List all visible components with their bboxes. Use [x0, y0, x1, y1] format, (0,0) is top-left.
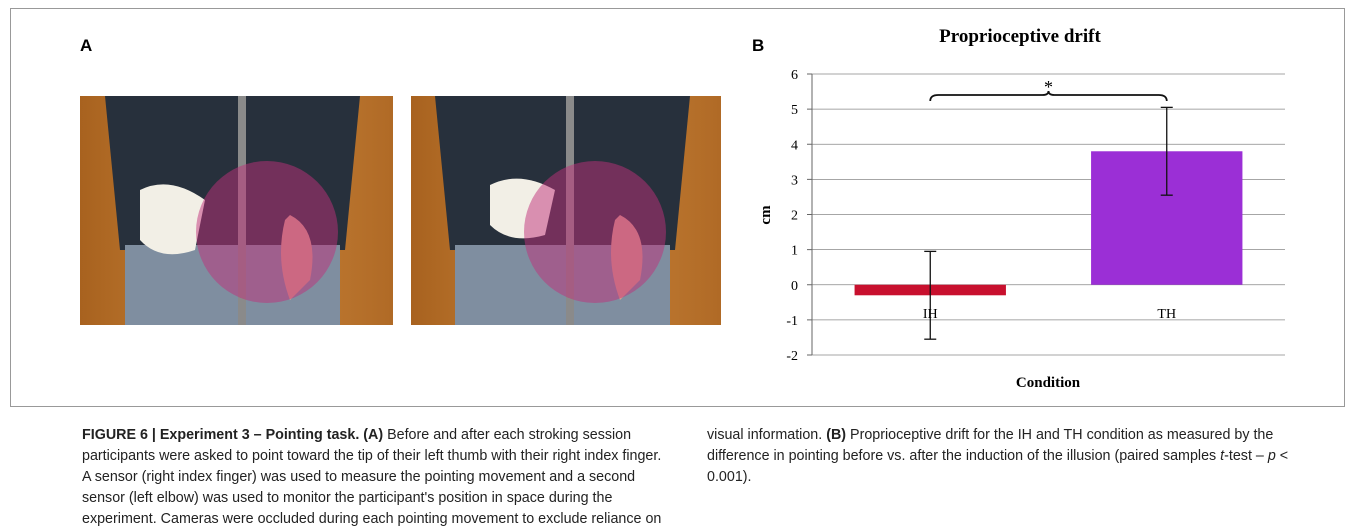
- figure: A B Proprioceptive drift cm Condition -2…: [10, 8, 1345, 407]
- bar-chart: B Proprioceptive drift cm Condition: [752, 26, 1101, 391]
- significance-marker: *: [1044, 77, 1053, 97]
- y-tick-label: -1: [786, 314, 798, 329]
- figure-frame: [10, 8, 1345, 407]
- y-tick-label: 1: [791, 244, 798, 259]
- photo: [411, 96, 721, 325]
- y-tick-label: 2: [791, 209, 798, 224]
- y-tick-label: 3: [791, 173, 798, 188]
- caption-text: < 0.001).: [707, 448, 1289, 485]
- y-tick-label: -2: [786, 349, 798, 364]
- caption-text: -test –: [1224, 448, 1268, 464]
- caption-text: p: [1267, 448, 1276, 464]
- figure-caption: FIGURE 6 | Experiment 3 – Pointing task.…: [82, 425, 1292, 531]
- caption-text: Before and after each stroking session p…: [82, 427, 827, 527]
- y-tick-label: 5: [791, 103, 798, 118]
- photo: [80, 96, 393, 325]
- caption-text: (B): [826, 427, 847, 443]
- y-tick-label: 0: [791, 279, 798, 294]
- panel-label: B: [752, 36, 764, 55]
- y-tick-label: 4: [791, 138, 798, 153]
- caption-text: FIGURE 6 | Experiment 3 – Pointing task.…: [82, 427, 384, 443]
- panel-label: A: [80, 36, 92, 55]
- y-axis-label: cm: [758, 205, 774, 225]
- x-tick-label: TH: [1157, 307, 1176, 322]
- significance-bracket: [929, 90, 1168, 102]
- y-tick-label: 6: [791, 68, 798, 83]
- caption-text: Proprioceptive drift for the IH and TH c…: [707, 427, 1274, 464]
- caption-text: t: [1220, 448, 1225, 464]
- x-axis-label: Condition: [1016, 375, 1081, 391]
- x-tick-label: IH: [923, 307, 938, 322]
- chart-title: Proprioceptive drift: [939, 26, 1101, 47]
